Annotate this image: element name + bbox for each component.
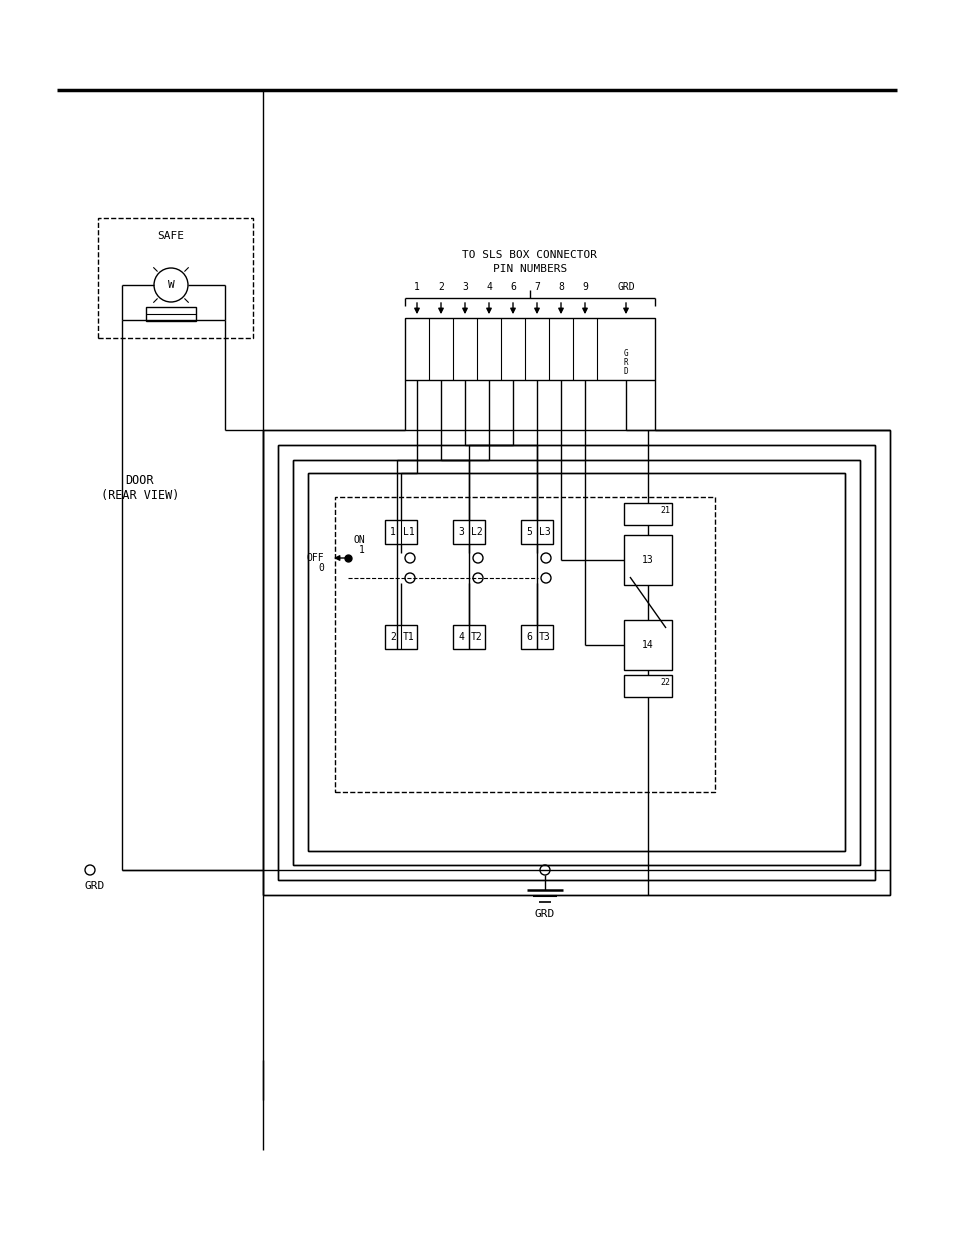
Text: L1: L1 — [403, 527, 415, 537]
Bar — [405, 317, 655, 380]
Text: 14: 14 — [641, 640, 653, 650]
Text: 9: 9 — [581, 282, 587, 291]
Bar — [623, 620, 671, 671]
Text: G: G — [623, 348, 628, 357]
Text: GRD: GRD — [535, 909, 555, 919]
Text: 6: 6 — [525, 632, 532, 642]
Text: 4: 4 — [457, 632, 463, 642]
Text: T2: T2 — [471, 632, 482, 642]
Bar — [623, 676, 671, 697]
Text: OFF: OFF — [306, 553, 324, 563]
Text: GRD: GRD — [617, 282, 634, 291]
Text: DOOR: DOOR — [126, 473, 154, 487]
Bar — [263, 430, 889, 895]
Text: TO SLS BOX CONNECTOR: TO SLS BOX CONNECTOR — [462, 249, 597, 261]
Text: 2: 2 — [437, 282, 443, 291]
Bar — [623, 535, 671, 585]
Bar — [277, 445, 874, 881]
Bar — [520, 520, 553, 543]
Text: 0: 0 — [317, 563, 324, 573]
Text: GRD: GRD — [85, 881, 105, 890]
Text: D: D — [623, 367, 628, 375]
Bar — [308, 473, 844, 851]
Text: 2: 2 — [390, 632, 395, 642]
Bar — [146, 308, 195, 321]
Bar — [453, 520, 484, 543]
Bar — [453, 625, 484, 650]
Text: 3: 3 — [461, 282, 468, 291]
Text: 22: 22 — [659, 678, 669, 687]
Text: 1: 1 — [358, 545, 365, 555]
Text: (REAR VIEW): (REAR VIEW) — [101, 489, 179, 501]
Bar — [335, 496, 714, 792]
Bar — [385, 520, 416, 543]
Text: 13: 13 — [641, 555, 653, 564]
Text: 1: 1 — [414, 282, 419, 291]
Bar — [98, 219, 253, 338]
Text: PIN NUMBERS: PIN NUMBERS — [493, 264, 566, 274]
Bar — [520, 625, 553, 650]
Text: SAFE: SAFE — [157, 231, 184, 241]
Text: 8: 8 — [558, 282, 563, 291]
Text: L3: L3 — [538, 527, 550, 537]
Text: 21: 21 — [659, 506, 669, 515]
Text: 3: 3 — [457, 527, 463, 537]
Text: W: W — [168, 280, 174, 290]
Text: 1: 1 — [390, 527, 395, 537]
Bar — [623, 503, 671, 525]
Text: T1: T1 — [403, 632, 415, 642]
Text: L2: L2 — [471, 527, 482, 537]
Text: T3: T3 — [538, 632, 550, 642]
Text: 5: 5 — [525, 527, 532, 537]
Text: 4: 4 — [485, 282, 492, 291]
Bar — [293, 459, 859, 864]
Text: 7: 7 — [534, 282, 539, 291]
Text: R: R — [623, 357, 628, 367]
Text: 6: 6 — [510, 282, 516, 291]
Bar — [385, 625, 416, 650]
Text: ON: ON — [353, 535, 365, 545]
